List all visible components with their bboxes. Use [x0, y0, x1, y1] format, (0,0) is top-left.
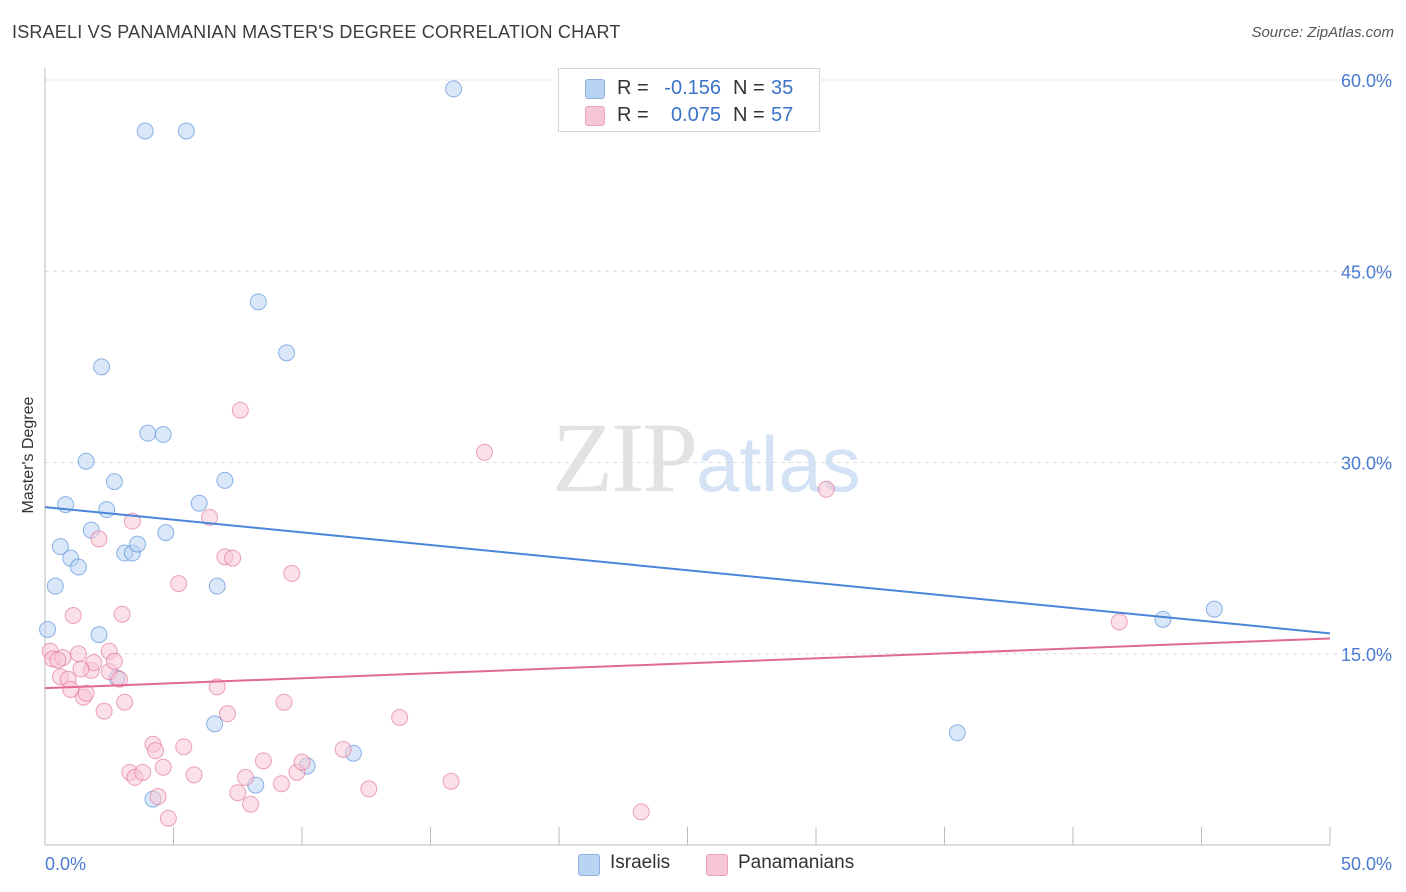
data-point-israelis	[39, 621, 57, 639]
x-tick-label-max: 50.0%	[1341, 854, 1392, 874]
legend-swatch-panamanians	[585, 106, 605, 126]
stats-legend: R = -0.156 N = 35 R = 0.075 N = 57	[558, 68, 820, 132]
data-point-panamanians	[134, 763, 152, 781]
data-point-panamanians	[272, 775, 290, 793]
data-point-israelis	[69, 558, 87, 576]
data-point-panamanians	[72, 660, 90, 678]
y-tick-label: 60.0%	[1341, 71, 1392, 91]
data-point-panamanians	[154, 758, 172, 776]
data-point-israelis	[948, 724, 966, 742]
data-point-israelis	[278, 344, 296, 362]
data-point-israelis	[93, 358, 111, 376]
bottom-legend-swatch-panamanians	[706, 854, 728, 876]
trend-line-panamanians	[44, 637, 1331, 690]
data-point-panamanians	[116, 693, 134, 711]
data-point-israelis	[77, 452, 95, 470]
data-point-panamanians	[185, 766, 203, 784]
data-point-panamanians	[208, 678, 226, 696]
data-point-israelis	[445, 80, 463, 98]
bottom-legend-label-panamanians: Panamanians	[738, 852, 855, 873]
data-point-panamanians	[231, 401, 249, 419]
data-point-panamanians	[817, 480, 835, 498]
data-point-panamanians	[236, 768, 254, 786]
data-point-israelis	[216, 471, 234, 489]
data-point-panamanians	[147, 742, 165, 760]
data-point-panamanians	[64, 607, 82, 624]
legend-n-value: 57	[771, 104, 794, 126]
data-point-panamanians	[69, 645, 87, 663]
data-point-panamanians	[242, 795, 260, 813]
legend-n-label: N =	[733, 77, 765, 99]
data-point-panamanians	[1110, 613, 1128, 631]
data-point-panamanians	[90, 530, 108, 548]
data-point-israelis	[46, 577, 64, 595]
y-axis-label: Master's Degree	[20, 396, 37, 513]
watermark-zip: ZIP	[552, 402, 698, 513]
legend-r-label: R =	[617, 77, 649, 99]
bottom-legend-swatch-israelis	[578, 854, 600, 876]
legend-row-panamanians: R = 0.075 N = 57	[559, 102, 819, 130]
data-point-panamanians	[391, 709, 409, 726]
data-point-israelis	[90, 626, 108, 644]
trend-line-israelis	[44, 506, 1331, 635]
legend-row-israelis: R = -0.156 N = 35	[559, 75, 819, 103]
legend-n-label: N =	[733, 104, 765, 126]
data-point-panamanians	[95, 702, 113, 720]
data-point-panamanians	[123, 512, 141, 530]
data-point-panamanians	[218, 705, 236, 723]
data-point-panamanians	[283, 564, 301, 582]
y-tick-label: 30.0%	[1341, 454, 1392, 474]
data-point-israelis	[98, 501, 116, 519]
data-point-israelis	[139, 424, 157, 442]
data-point-israelis	[136, 122, 154, 140]
data-point-panamanians	[254, 752, 272, 770]
data-point-panamanians	[49, 651, 67, 669]
x-tick-label-min: 0.0%	[45, 854, 86, 874]
legend-r-value: -0.156	[664, 77, 721, 99]
data-point-israelis	[206, 715, 224, 733]
data-point-israelis	[105, 473, 123, 491]
legend-r-label: R =	[617, 104, 649, 126]
data-point-israelis	[129, 535, 147, 553]
data-point-panamanians	[77, 684, 95, 702]
legend-swatch-israelis	[585, 79, 605, 99]
data-point-panamanians	[175, 738, 193, 756]
legend-r-value: 0.075	[670, 104, 721, 126]
data-point-israelis	[177, 122, 195, 140]
chart-title: ISRAELI VS PANAMANIAN MASTER'S DEGREE CO…	[12, 22, 621, 42]
data-point-israelis	[51, 538, 69, 556]
data-point-israelis	[249, 293, 267, 311]
data-point-israelis	[208, 577, 226, 595]
data-point-israelis	[1205, 600, 1223, 618]
data-point-panamanians	[293, 753, 311, 771]
data-point-panamanians	[229, 784, 247, 802]
data-point-panamanians	[170, 575, 188, 593]
data-point-panamanians	[632, 803, 650, 821]
data-point-panamanians	[200, 508, 218, 526]
legend-n-value: 35	[771, 77, 794, 99]
data-point-israelis	[154, 425, 172, 443]
data-point-panamanians	[105, 652, 123, 670]
y-tick-label: 15.0%	[1341, 645, 1392, 665]
source-label: Source: ZipAtlas.com	[1251, 24, 1394, 41]
watermark: ZIPatlas	[552, 400, 861, 515]
data-point-panamanians	[224, 549, 242, 567]
data-point-israelis	[157, 524, 175, 542]
data-point-israelis	[190, 494, 208, 512]
bottom-legend-label-israelis: Israelis	[610, 852, 671, 873]
data-point-panamanians	[159, 809, 177, 827]
data-point-panamanians	[442, 772, 460, 790]
data-point-panamanians	[360, 780, 378, 798]
data-point-panamanians	[475, 443, 493, 461]
data-point-panamanians	[113, 605, 131, 623]
data-point-panamanians	[334, 740, 352, 758]
data-point-panamanians	[111, 670, 129, 688]
data-point-panamanians	[149, 788, 167, 806]
data-point-israelis	[1154, 610, 1172, 628]
y-tick-label: 45.0%	[1341, 262, 1392, 282]
data-point-panamanians	[275, 693, 293, 711]
